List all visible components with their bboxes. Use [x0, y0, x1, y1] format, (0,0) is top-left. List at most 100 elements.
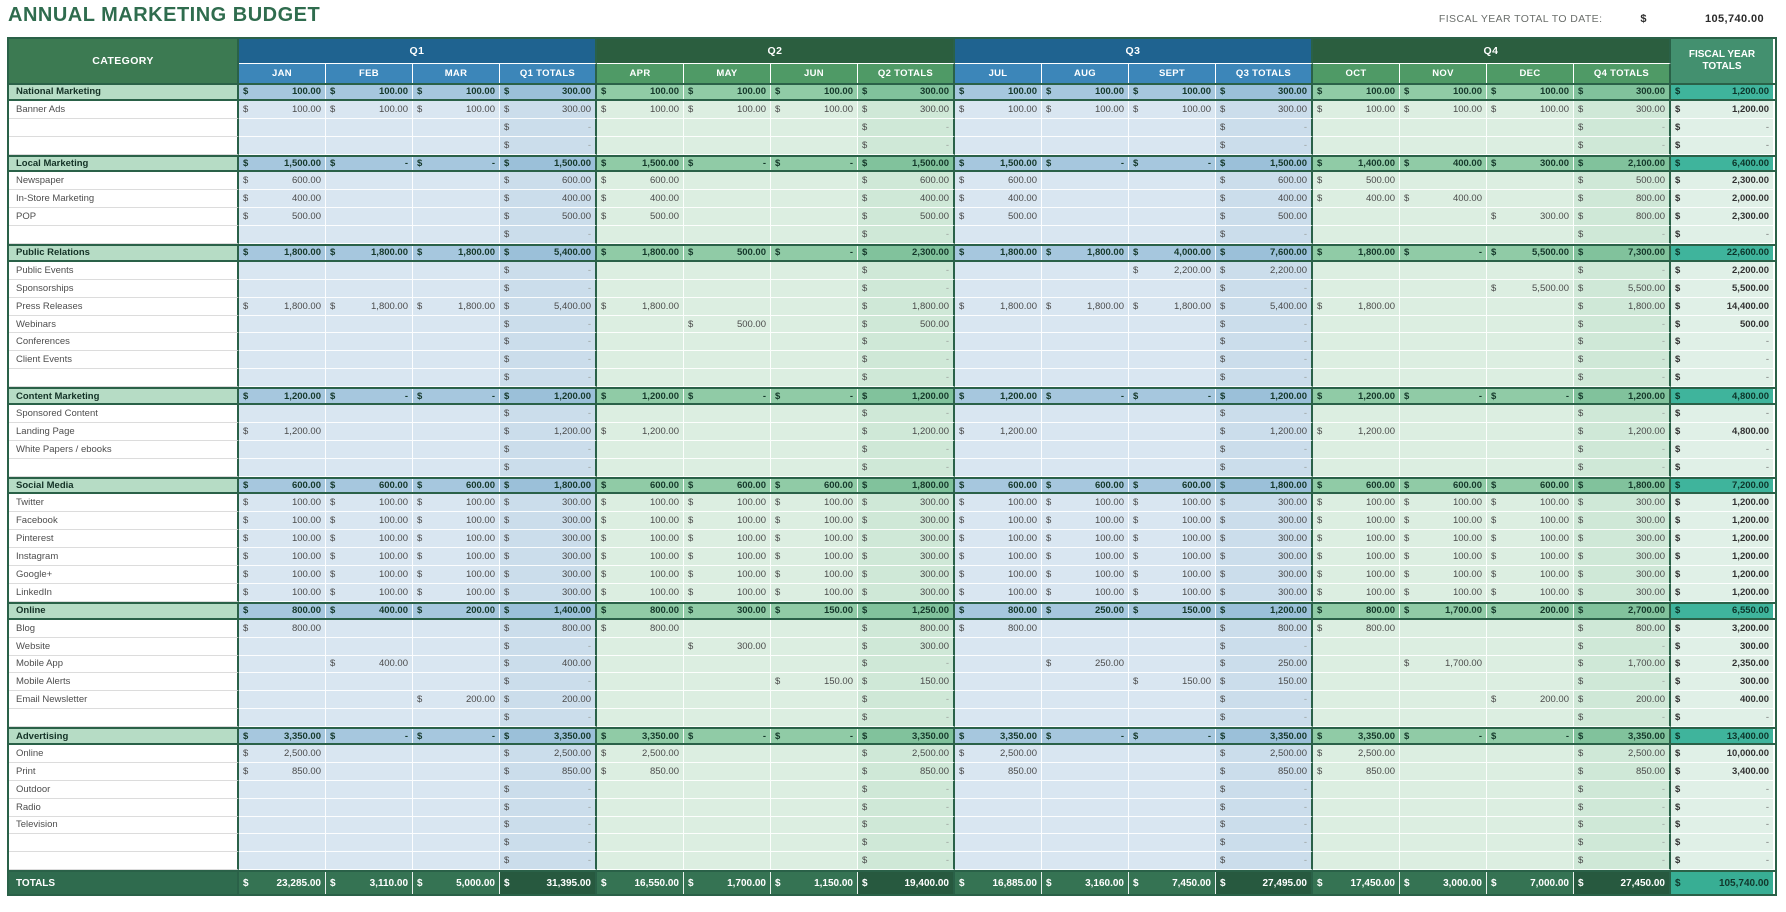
cell-month[interactable] — [1042, 744, 1129, 763]
cell-month[interactable]: $ - — [771, 246, 858, 260]
cell-month[interactable] — [1129, 279, 1216, 298]
cell-month[interactable] — [1400, 762, 1487, 781]
header-month-jul[interactable]: JUL — [955, 64, 1042, 83]
cell-quarter-total[interactable]: $250.00 — [1216, 655, 1313, 674]
cell-month[interactable] — [1042, 816, 1129, 835]
cell-month[interactable] — [1400, 405, 1487, 423]
cell-month[interactable] — [1042, 333, 1129, 352]
cell-month[interactable] — [413, 852, 500, 871]
cell-month[interactable] — [1400, 709, 1487, 728]
cell-quarter-total[interactable]: $300.00 — [1574, 85, 1671, 99]
cell-quarter-total[interactable]: $800.00 — [500, 619, 597, 638]
cell-quarter-total[interactable]: $3,350.00 — [1216, 729, 1313, 743]
cell-month[interactable] — [413, 673, 500, 692]
cell-quarter-total[interactable]: $ - — [500, 458, 597, 477]
cell-month[interactable]: $100.00 — [1313, 512, 1400, 531]
cell-month[interactable]: $250.00 — [1042, 603, 1129, 618]
cell-month[interactable]: $1,800.00 — [239, 297, 326, 316]
row-label[interactable] — [9, 709, 239, 728]
cell-quarter-total[interactable]: $3,350.00 — [500, 729, 597, 743]
cell-month[interactable]: $100.00 — [1487, 85, 1574, 99]
cell-quarter-total[interactable]: $ - — [500, 780, 597, 799]
cell-month[interactable]: $100.00 — [326, 100, 413, 119]
cell-month[interactable] — [239, 261, 326, 280]
cell-month[interactable]: $1,200.00 — [597, 389, 684, 404]
cell-month[interactable]: $500.00 — [597, 208, 684, 227]
cell-quarter-total[interactable]: $ - — [500, 816, 597, 835]
cell-quarter-total[interactable]: $ - — [1216, 136, 1313, 155]
cell-month[interactable] — [955, 816, 1042, 835]
cell-month[interactable] — [1487, 333, 1574, 352]
cell-month[interactable] — [1042, 780, 1129, 799]
cell-month[interactable]: $100.00 — [684, 494, 771, 513]
cell-month[interactable] — [1400, 315, 1487, 334]
cell-month[interactable] — [597, 691, 684, 710]
cell-month[interactable] — [1042, 136, 1129, 155]
cell-quarter-total[interactable]: $850.00 — [1574, 762, 1671, 781]
cell-fiscal-total[interactable]: $ - — [1671, 458, 1773, 477]
cell-fiscal-total[interactable]: $ - — [1671, 798, 1773, 817]
row-label[interactable]: Google+ — [9, 566, 239, 584]
cell-quarter-total[interactable]: $600.00 — [1216, 172, 1313, 191]
cell-quarter-total[interactable]: $500.00 — [858, 315, 955, 334]
cell-month[interactable]: $600.00 — [684, 478, 771, 493]
cell-month[interactable] — [1400, 673, 1487, 692]
cell-month[interactable]: $2,500.00 — [1313, 744, 1400, 763]
cell-quarter-total[interactable]: $300.00 — [500, 100, 597, 119]
cell-month[interactable]: $150.00 — [1129, 603, 1216, 618]
cell-month-total[interactable]: $7,450.00 — [1129, 872, 1216, 895]
header-month-oct[interactable]: OCT — [1313, 64, 1400, 83]
cell-month[interactable]: $ - — [1400, 246, 1487, 260]
cell-fiscal-total[interactable]: $2,350.00 — [1671, 655, 1773, 674]
cell-month[interactable] — [1129, 834, 1216, 853]
cell-month[interactable] — [239, 709, 326, 728]
cell-month[interactable] — [955, 458, 1042, 477]
cell-month[interactable]: $100.00 — [597, 512, 684, 531]
cell-quarter-total[interactable]: $ - — [500, 261, 597, 280]
cell-quarter-total[interactable]: $ - — [500, 440, 597, 459]
cell-month[interactable]: $1,700.00 — [1400, 655, 1487, 674]
cell-month[interactable] — [326, 405, 413, 423]
cell-quarter-grand-total[interactable]: $27,450.00 — [1574, 872, 1671, 895]
cell-month[interactable] — [955, 637, 1042, 656]
cell-quarter-total[interactable]: $ - — [1574, 226, 1671, 245]
cell-month[interactable] — [1129, 619, 1216, 638]
cell-month[interactable] — [771, 226, 858, 245]
cell-quarter-total[interactable]: $ - — [1574, 852, 1671, 871]
cell-month[interactable]: $ - — [771, 729, 858, 743]
cell-month[interactable]: $200.00 — [413, 603, 500, 618]
cell-month[interactable]: $800.00 — [955, 603, 1042, 618]
cell-month[interactable]: $100.00 — [1129, 566, 1216, 584]
cell-quarter-total[interactable]: $1,800.00 — [1574, 478, 1671, 493]
row-label[interactable]: Outdoor — [9, 780, 239, 799]
cell-month[interactable] — [955, 780, 1042, 799]
cell-month[interactable]: $600.00 — [597, 172, 684, 191]
cell-quarter-total[interactable]: $ - — [1574, 834, 1671, 853]
cell-month[interactable]: $100.00 — [239, 530, 326, 549]
cell-month[interactable]: $100.00 — [1129, 85, 1216, 99]
cell-month[interactable] — [1400, 744, 1487, 763]
cell-quarter-total[interactable]: $150.00 — [1216, 673, 1313, 692]
cell-month[interactable]: $100.00 — [1313, 85, 1400, 99]
cell-quarter-total[interactable]: $600.00 — [500, 172, 597, 191]
cell-quarter-total[interactable]: $ - — [1574, 315, 1671, 334]
cell-quarter-total[interactable]: $ - — [858, 369, 955, 388]
cell-quarter-total[interactable]: $300.00 — [858, 583, 955, 602]
cell-month[interactable]: $100.00 — [955, 583, 1042, 602]
cell-month[interactable] — [771, 369, 858, 388]
cell-month[interactable] — [597, 816, 684, 835]
cell-month[interactable] — [1487, 297, 1574, 316]
cell-quarter-total[interactable]: $ - — [1216, 315, 1313, 334]
cell-quarter-total[interactable]: $500.00 — [1574, 172, 1671, 191]
cell-month[interactable]: $1,200.00 — [1313, 422, 1400, 441]
cell-month[interactable]: $100.00 — [1487, 530, 1574, 549]
cell-month[interactable] — [413, 816, 500, 835]
header-quarter-q4[interactable]: Q4 — [1313, 39, 1671, 64]
row-label[interactable]: POP — [9, 208, 239, 227]
cell-month[interactable] — [326, 744, 413, 763]
cell-month[interactable]: $100.00 — [771, 85, 858, 99]
cell-month[interactable]: $400.00 — [239, 190, 326, 209]
cell-fiscal-total[interactable]: $4,800.00 — [1671, 389, 1773, 404]
cell-month[interactable] — [1400, 136, 1487, 155]
cell-month[interactable]: $100.00 — [413, 548, 500, 567]
